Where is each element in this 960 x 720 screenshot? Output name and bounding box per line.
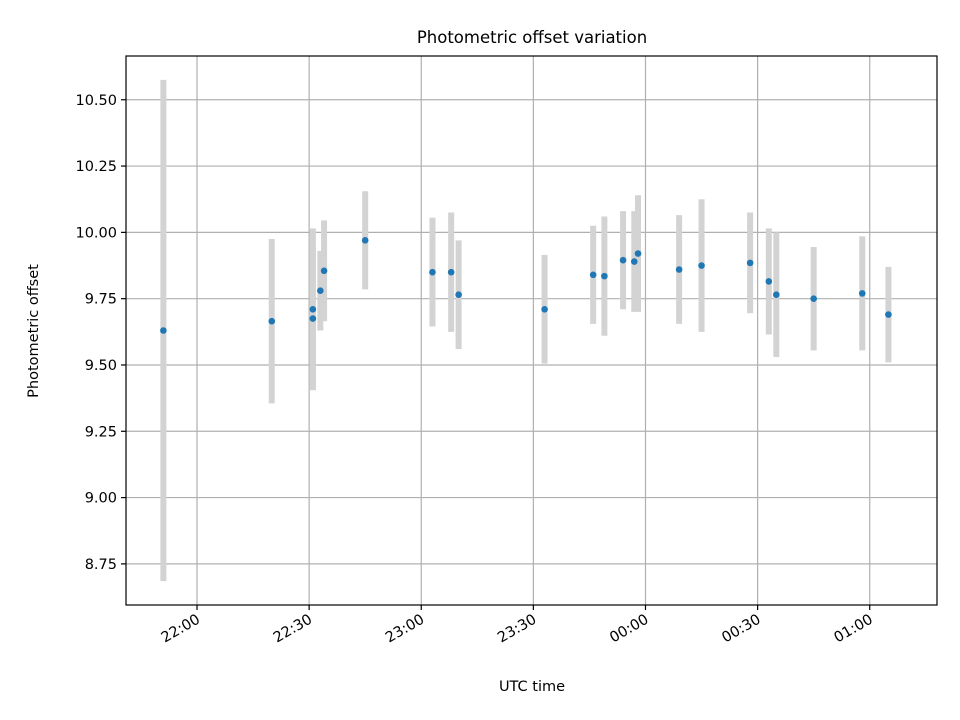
data-point [268, 317, 276, 325]
data-point [309, 305, 317, 313]
data-point [589, 271, 597, 279]
x-axis-label: UTC time [499, 679, 565, 695]
data-point [320, 267, 328, 275]
y-tick-label: 10.50 [75, 93, 117, 109]
data-point [765, 278, 773, 285]
y-tick-label: 9.00 [85, 491, 117, 507]
data-point [317, 287, 324, 295]
chart-title: Photometric offset variation [417, 28, 647, 47]
grid-lines [126, 56, 937, 605]
data-point [309, 315, 317, 322]
data-points [160, 237, 892, 334]
y-axis-ticks: 8.75 9.00 9.25 9.50 9.75 10.00 10.25 10.50 [75, 93, 126, 573]
data-point [160, 327, 167, 334]
data-point [361, 237, 369, 244]
data-point [601, 272, 608, 280]
data-point [698, 262, 705, 269]
data-point [455, 291, 462, 298]
y-tick-label: 10.25 [75, 159, 117, 175]
data-point [885, 311, 892, 318]
data-point [810, 295, 817, 302]
y-tick-label: 9.25 [85, 424, 117, 440]
data-point [541, 305, 548, 313]
data-point [634, 250, 642, 257]
y-tick-label: 9.50 [85, 358, 117, 374]
data-point [772, 291, 780, 298]
y-axis-label: Photometric offset [26, 264, 42, 398]
data-point [746, 259, 754, 267]
data-point [447, 268, 455, 276]
data-point [630, 258, 638, 265]
y-tick-label: 9.75 [85, 292, 117, 308]
data-point [858, 290, 866, 297]
y-tick-label: 10.00 [75, 225, 117, 241]
data-point [675, 266, 683, 273]
data-point [429, 268, 436, 276]
data-point [619, 256, 627, 264]
plot-frame [125, 55, 938, 606]
y-tick-label: 8.75 [85, 557, 117, 573]
